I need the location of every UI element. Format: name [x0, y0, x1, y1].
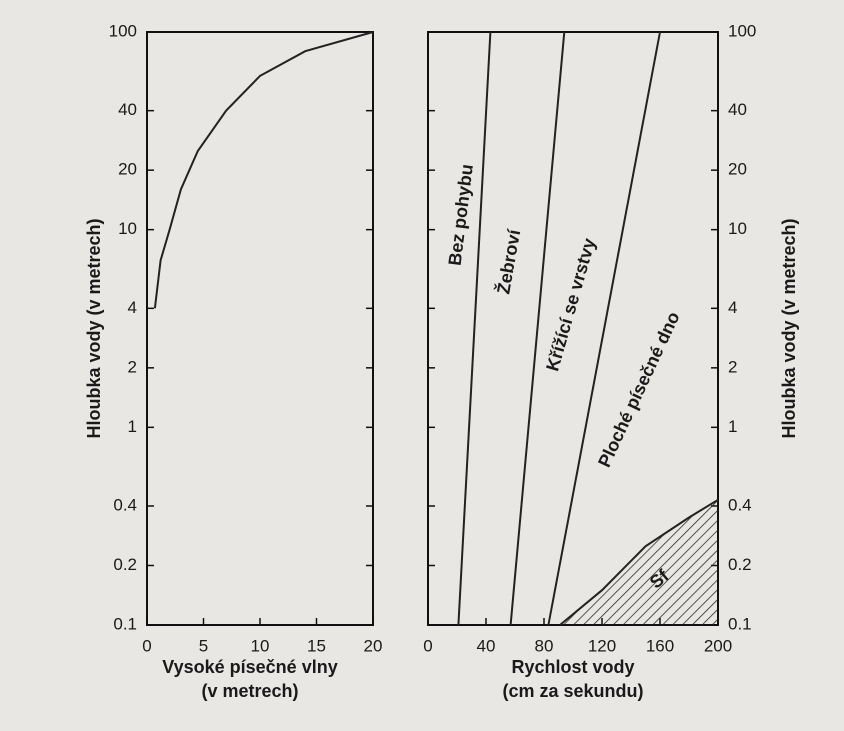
- y-tick-label: 0.1: [113, 614, 137, 633]
- y-tick-label: 0.1: [728, 614, 752, 633]
- y-tick-label: 40: [118, 100, 137, 119]
- y-tick-label: 0.4: [728, 495, 752, 514]
- sf-area: [560, 499, 718, 625]
- x-tick-label: 200: [704, 636, 732, 655]
- x-axis-label: (cm za sekundu): [502, 681, 643, 701]
- x-tick-label: 10: [251, 636, 270, 655]
- y-tick-label: 100: [728, 21, 756, 40]
- x-tick-label: 5: [199, 636, 208, 655]
- boundary-line: [547, 31, 661, 626]
- y-tick-label: 1: [128, 417, 137, 436]
- y-tick-label: 40: [728, 100, 747, 119]
- y-tick-label: 1: [728, 417, 737, 436]
- y-tick-label: 4: [728, 298, 737, 317]
- y-axis-label: Hloubka vody (v metrech): [779, 218, 799, 438]
- y-tick-label: 4: [128, 298, 137, 317]
- boundary-line: [559, 498, 719, 626]
- x-tick-label: 20: [364, 636, 383, 655]
- y-tick-label: 20: [118, 160, 137, 179]
- x-tick-label: 0: [423, 636, 432, 655]
- x-axis-label: (v metrech): [201, 681, 298, 701]
- y-tick-label: 0.4: [113, 495, 137, 514]
- x-tick-label: 80: [535, 636, 554, 655]
- x-axis-label: Vysoké písečné vlny: [162, 657, 337, 677]
- x-tick-label: 0: [142, 636, 151, 655]
- y-tick-label: 20: [728, 160, 747, 179]
- x-tick-label: 160: [646, 636, 674, 655]
- x-tick-label: 40: [477, 636, 496, 655]
- y-tick-label: 10: [728, 219, 747, 238]
- boundary-line: [457, 31, 492, 626]
- dune-height-line: [153, 31, 374, 309]
- y-tick-label: 2: [728, 357, 737, 376]
- y-tick-label: 0.2: [728, 555, 752, 574]
- x-tick-label: 120: [588, 636, 616, 655]
- x-tick-label: 15: [307, 636, 326, 655]
- y-tick-label: 10: [118, 219, 137, 238]
- y-axis-label: Hloubka vody (v metrech): [84, 218, 104, 438]
- x-axis-label: Rychlost vody: [511, 657, 634, 677]
- y-tick-label: 2: [128, 357, 137, 376]
- boundary-line: [509, 31, 566, 626]
- y-tick-label: 0.2: [113, 555, 137, 574]
- y-tick-label: 100: [109, 21, 137, 40]
